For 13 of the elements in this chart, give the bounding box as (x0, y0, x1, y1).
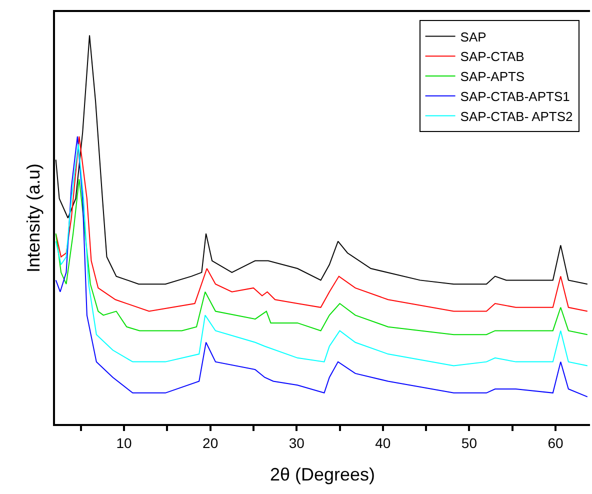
x-tick-label: 30 (288, 434, 305, 451)
legend-label: SAP-CTAB- APTS2 (460, 108, 573, 124)
x-tick-label: 60 (548, 434, 564, 451)
x-tick-label: 10 (116, 434, 132, 451)
y-axis-title: Intensity (a.u) (24, 163, 44, 273)
legend-label: SAP-APTS (460, 69, 525, 84)
x-tick-label: 50 (461, 434, 478, 451)
legend-label: SAP (460, 29, 486, 44)
x-axis-title: 2θ (Degrees) (270, 464, 376, 484)
legend-label: SAP-CTAB (460, 49, 524, 64)
x-tick-label: 20 (202, 434, 218, 451)
x-tick-label: 40 (375, 434, 391, 451)
legend-label: SAP-CTAB-APTS1 (460, 88, 570, 104)
